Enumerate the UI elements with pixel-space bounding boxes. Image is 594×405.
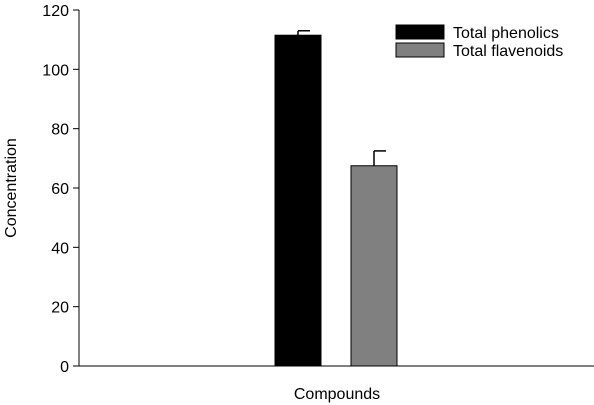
- y-axis-title: Concentration: [3, 138, 20, 238]
- y-tick-label: 60: [51, 181, 69, 198]
- legend-swatch: [395, 42, 445, 58]
- y-axis: 0 20 40 60 80 100 120: [42, 3, 80, 376]
- y-tick-label: 80: [51, 122, 69, 139]
- bars-group: [274, 30, 398, 367]
- x-axis-title: Compounds: [294, 386, 380, 403]
- y-tick-label: 40: [51, 240, 69, 257]
- legend-label: Total phenolics: [453, 25, 559, 42]
- legend-label: Total flavenoids: [453, 43, 563, 60]
- y-tick-label: 100: [42, 62, 69, 79]
- bar-total-phenolics: [274, 34, 322, 367]
- y-tick-label: 20: [51, 300, 69, 317]
- y-tick-label: 0: [60, 359, 69, 376]
- y-tick-label: 120: [42, 3, 69, 20]
- bar-total-flavenoids: [350, 165, 398, 367]
- legend-swatch: [395, 24, 445, 40]
